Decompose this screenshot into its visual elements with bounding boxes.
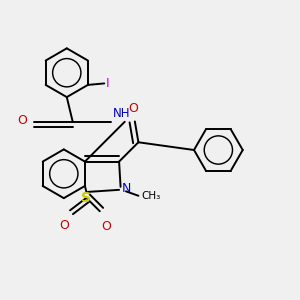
Text: O: O	[18, 114, 28, 127]
Text: O: O	[101, 220, 111, 232]
Text: O: O	[59, 219, 69, 232]
Text: S: S	[81, 191, 92, 205]
Text: CH₃: CH₃	[141, 191, 160, 201]
Text: N: N	[122, 182, 131, 195]
Text: I: I	[106, 77, 109, 90]
Text: O: O	[128, 102, 138, 115]
Text: NH: NH	[113, 107, 130, 120]
